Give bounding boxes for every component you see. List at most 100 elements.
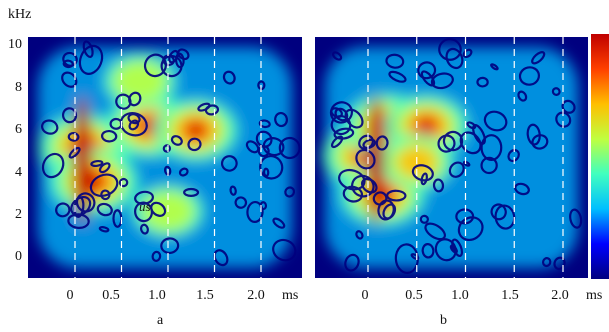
contour-loop bbox=[419, 214, 429, 224]
contour-loop bbox=[351, 174, 375, 198]
contour-loop bbox=[187, 137, 202, 152]
contour-loop bbox=[457, 216, 484, 242]
y-tick-label: 0 bbox=[15, 249, 22, 264]
contour-loop bbox=[526, 123, 541, 146]
colorbar bbox=[591, 34, 609, 279]
contour-loop bbox=[377, 199, 395, 221]
x-tick-label: 0.5 bbox=[405, 288, 423, 303]
contour-loop bbox=[459, 131, 482, 155]
contour-loop bbox=[518, 66, 541, 86]
heatmap-hotspot bbox=[112, 60, 168, 103]
x-tick-label: 0 bbox=[361, 288, 369, 303]
contour-loop bbox=[531, 134, 549, 150]
contour-loop bbox=[89, 173, 119, 198]
contour-loop bbox=[41, 152, 65, 179]
x-tick-label: 1.5 bbox=[196, 288, 214, 303]
contour-loop bbox=[62, 51, 78, 67]
annotation-us: us bbox=[139, 199, 151, 214]
contour-loop bbox=[434, 238, 457, 262]
contour-loop bbox=[100, 129, 118, 143]
contour-loop bbox=[284, 186, 296, 198]
contour-loop bbox=[466, 121, 477, 130]
x-tick-label: 0.5 bbox=[102, 288, 120, 303]
contour-loop bbox=[448, 161, 465, 178]
y-tick-label: 10 bbox=[8, 37, 22, 52]
contour-loop bbox=[259, 154, 284, 180]
contour-loop bbox=[258, 119, 271, 129]
x-tick-label: 2.0 bbox=[247, 288, 265, 303]
contour-loop bbox=[68, 146, 81, 159]
colorbar-gradient bbox=[591, 34, 609, 279]
contour-loop bbox=[375, 135, 389, 151]
contour-loop bbox=[204, 104, 220, 116]
contour-loop bbox=[385, 53, 405, 69]
x-tick-label: 2.0 bbox=[551, 288, 569, 303]
contour-loop bbox=[462, 160, 471, 167]
spectrogram-panel-a bbox=[28, 37, 302, 278]
contour-loop bbox=[507, 149, 520, 163]
contour-loop bbox=[432, 178, 445, 193]
contour-loop bbox=[445, 47, 464, 70]
contour-loop bbox=[555, 111, 572, 128]
x-tick-label: 0 bbox=[66, 288, 74, 303]
panel-label-b: b bbox=[440, 313, 447, 328]
contour-loop bbox=[334, 107, 349, 122]
y-tick-label: 6 bbox=[15, 122, 22, 137]
heatmap-hotspot bbox=[419, 118, 434, 134]
contour-loop bbox=[386, 189, 407, 202]
contour-loop bbox=[372, 191, 388, 206]
contour-loop bbox=[119, 112, 148, 137]
contour-loop bbox=[197, 102, 211, 112]
contour-loop bbox=[514, 182, 530, 196]
x-tick-label: 1.0 bbox=[148, 288, 166, 303]
contour-loop bbox=[178, 167, 189, 177]
contour-loop bbox=[139, 223, 149, 235]
contour-loop bbox=[245, 140, 260, 154]
contour-loop bbox=[160, 237, 180, 255]
contour-loop bbox=[274, 111, 289, 128]
contour-loop bbox=[355, 148, 376, 170]
contour-loop bbox=[272, 217, 286, 229]
contour-loop bbox=[382, 203, 397, 220]
contour-loop bbox=[177, 48, 190, 61]
contour-loop bbox=[41, 119, 59, 135]
contour-loop bbox=[143, 53, 167, 78]
contour-loop bbox=[222, 70, 236, 85]
contour-loop bbox=[150, 201, 167, 217]
contour-loop bbox=[553, 256, 566, 271]
contour-loop bbox=[127, 113, 141, 125]
contour-loop bbox=[128, 91, 142, 107]
contour-loop bbox=[517, 90, 528, 102]
contour-loop bbox=[98, 162, 111, 174]
contour-loop bbox=[134, 201, 153, 223]
contour-loop bbox=[220, 155, 238, 172]
contour-loop bbox=[174, 52, 185, 69]
x-tick-label: 1.0 bbox=[451, 288, 469, 303]
contour-loop bbox=[262, 137, 285, 157]
y-tick-label: 8 bbox=[15, 80, 22, 95]
heatmap-ridge bbox=[73, 96, 92, 225]
contour-loop bbox=[82, 40, 94, 58]
contour-loop bbox=[430, 72, 454, 90]
contour-loop bbox=[490, 203, 507, 221]
contour-loop bbox=[420, 70, 436, 87]
contour-loop bbox=[437, 134, 456, 153]
contour-loop bbox=[451, 238, 464, 258]
contour-loop bbox=[561, 99, 576, 114]
contour-loop bbox=[338, 168, 366, 191]
contour-loop bbox=[541, 257, 552, 268]
contour-loop bbox=[449, 244, 458, 254]
y-tick-label: 2 bbox=[15, 207, 22, 222]
contour-loop bbox=[480, 156, 498, 175]
x-axis-label: ms bbox=[586, 288, 603, 303]
heatmap-hotspot bbox=[188, 122, 204, 138]
x-axis-label: ms bbox=[282, 288, 299, 303]
contour-loop bbox=[480, 134, 503, 162]
contour-loop bbox=[333, 127, 355, 140]
contour-loop bbox=[234, 196, 248, 209]
contour-loop bbox=[255, 130, 273, 148]
contour-loop bbox=[75, 192, 96, 213]
contour-loop bbox=[70, 195, 92, 217]
contour-loop bbox=[213, 249, 229, 267]
